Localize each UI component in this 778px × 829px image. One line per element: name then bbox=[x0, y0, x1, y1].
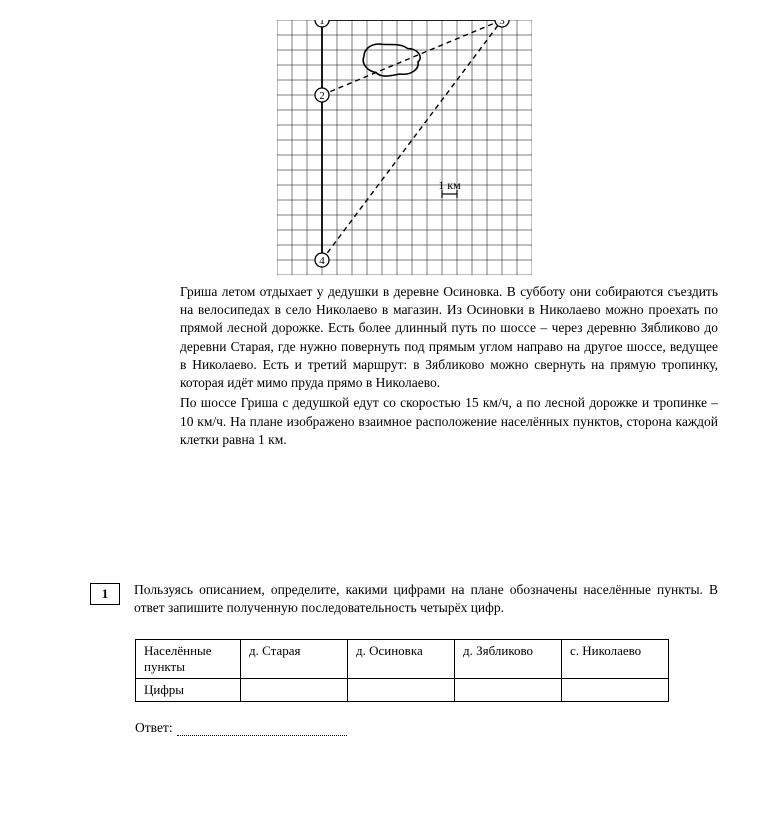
task-text: Пользуясь описанием, определите, какими … bbox=[134, 581, 718, 617]
answer-line: Ответ: bbox=[135, 720, 718, 736]
spacer bbox=[90, 451, 718, 581]
table-row-label: Населённые пункты bbox=[136, 640, 241, 679]
table-row-label-2: Цифры bbox=[136, 679, 241, 702]
svg-text:1 км: 1 км bbox=[438, 178, 461, 192]
answer-table: Населённые пункты д. Старая д. Осиновка … bbox=[135, 639, 669, 702]
task-number: 1 bbox=[102, 586, 109, 602]
table-val-3[interactable] bbox=[455, 679, 562, 702]
table-col-2: д. Осиновка bbox=[348, 640, 455, 679]
exam-page: 1 км 1 3 2 4 Гриша летом отдыхает у дедушки … bbox=[0, 0, 778, 829]
table-val-1[interactable] bbox=[241, 679, 348, 702]
table-val-2[interactable] bbox=[348, 679, 455, 702]
svg-text:1: 1 bbox=[319, 20, 325, 27]
table-val-4[interactable] bbox=[562, 679, 669, 702]
table-col-1: д. Старая bbox=[241, 640, 348, 679]
problem-paragraph-2: По шоссе Гриша с дедушкой едут со скорос… bbox=[180, 394, 718, 449]
task-block: 1 Пользуясь описанием, определите, каким… bbox=[90, 581, 718, 617]
svg-text:4: 4 bbox=[319, 255, 325, 267]
problem-text: Гриша летом отдыхает у дедушки в деревне… bbox=[180, 283, 718, 449]
problem-paragraph-1: Гриша летом отдыхает у дедушки в деревне… bbox=[180, 283, 718, 392]
answer-label: Ответ: bbox=[135, 720, 173, 736]
task-number-box: 1 bbox=[90, 583, 120, 605]
map-diagram: 1 км 1 3 2 4 bbox=[277, 20, 532, 275]
table-header-row: Населённые пункты д. Старая д. Осиновка … bbox=[136, 640, 669, 679]
svg-text:2: 2 bbox=[319, 90, 325, 102]
table-col-4: с. Николаево bbox=[562, 640, 669, 679]
table-col-3: д. Зябликово bbox=[455, 640, 562, 679]
answer-blank[interactable] bbox=[177, 722, 347, 737]
svg-text:3: 3 bbox=[499, 20, 505, 27]
diagram-container: 1 км 1 3 2 4 bbox=[90, 20, 718, 275]
table-value-row: Цифры bbox=[136, 679, 669, 702]
